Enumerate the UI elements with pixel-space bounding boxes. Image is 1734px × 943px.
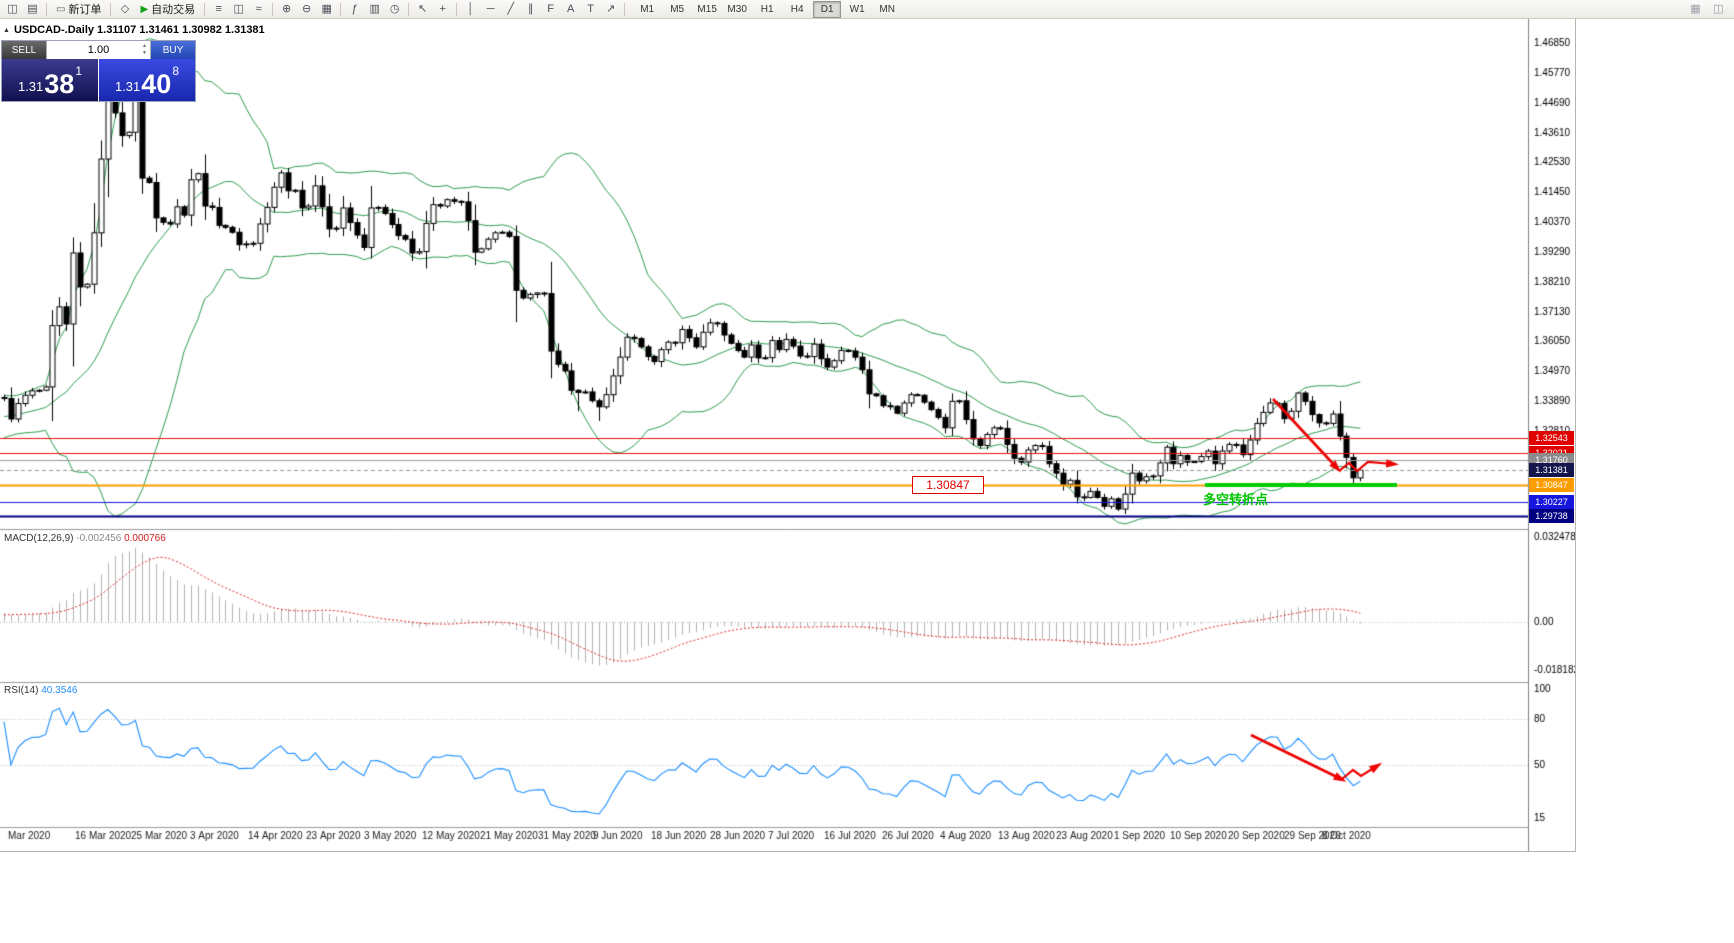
timeframe-m30-button[interactable]: M30 [727,3,747,15]
chart-bars-icon[interactable]: ≡ [215,3,222,15]
timeframe-h4-button[interactable]: H4 [790,3,804,15]
window-mode-icon[interactable]: ◫ [1713,3,1724,15]
horizontal-line-icon[interactable]: ─ [486,3,495,15]
period-icon[interactable]: ◷ [389,3,400,15]
volume-value[interactable]: 1.00 [87,44,110,56]
macd-indicator-label: MACD(12,26,9) -0.002456 0.000766 [4,533,166,544]
chart-marker-icon: ▲ [3,26,10,34]
buy-price-pips: 40 [141,69,172,99]
chart-window: ▲ USDCAD-.Daily 1.31107 1.31461 1.30982 … [0,19,1576,852]
price-chart-canvas[interactable] [0,19,1575,851]
macd-signal-value: 0.000766 [124,533,166,544]
sell-price-pips: 38 [44,69,75,99]
buy-price-sup: 8 [172,64,180,78]
main-toolbar: ◫ ▤ ▭ 新订单 ◇ ▶ 自动交易 ≡ ◫ ≈ ⊕ ⊖ ▦ ƒ ▥ ◷ ↖ + │ ─ ╱ ∥ F A T ↗ M1 M5 M15 M… [0,0,1734,19]
sell-price-button[interactable]: 1.31 38 1 [2,59,98,101]
new-order-button-label: 新订单 [68,4,102,16]
chart-line-icon[interactable]: ≈ [255,3,262,15]
toolbar-separator [340,2,342,16]
one-click-trading-panel: SELL 1.00 ▲ ▼ BUY 1.31 38 1 1.31 [1,40,196,102]
fibonacci-icon[interactable]: F [547,3,555,15]
toolbar-separator [46,2,47,16]
timeframe-d1-button[interactable]: D1 [813,0,842,18]
profiles-icon[interactable]: ▤ [27,3,38,15]
autotrading-icon: ▶ [140,3,149,15]
new-order-icon: ▭ [56,3,66,15]
tile-windows-icon[interactable]: ▦ [321,3,332,15]
sell-price-big: 1.31 [17,79,44,94]
rsi-indicator-label: RSI(14) 40.3546 [4,685,77,696]
toolbar-separator [456,2,458,16]
timeframe-m15-button[interactable]: M15 [697,3,717,15]
fullscreen-icon[interactable]: ▦ [1690,3,1701,15]
new-order-button[interactable]: ▭ 新订单 [51,1,106,17]
new-chart-icon[interactable]: ◫ [7,3,18,15]
autotrading-button[interactable]: ▶ 自动交易 [135,1,200,17]
zoom-out-icon[interactable]: ⊖ [302,3,312,15]
volume-spinner[interactable]: ▲ ▼ [142,43,147,57]
timeframe-h1-button[interactable]: H1 [760,3,774,15]
volume-input[interactable]: 1.00 ▲ ▼ [46,41,151,59]
text-icon[interactable]: A [566,3,575,15]
chart-title-text: USDCAD-.Daily 1.31107 1.31461 1.30982 1.… [13,24,265,36]
timeframe-w1-button[interactable]: W1 [849,3,865,15]
timeframe-m5-button[interactable]: M5 [670,3,685,15]
price-tag[interactable]: 1.29738 [1529,509,1574,523]
macd-main-value: -0.002456 [76,533,122,544]
label-icon[interactable]: T [587,3,595,15]
spinner-up-icon[interactable]: ▲ [142,43,147,49]
rsi-name: RSI(14) [4,685,39,696]
cursor-icon[interactable]: ↖ [418,3,428,15]
trendline-icon[interactable]: ╱ [507,3,514,15]
sell-button[interactable]: SELL [2,41,46,59]
templates-icon[interactable]: ▥ [369,3,380,15]
channel-icon[interactable]: ∥ [527,3,534,15]
price-tag[interactable]: 1.30847 [1529,478,1574,492]
timeframe-mn-button[interactable]: MN [879,3,895,15]
toolbar-left-group: ◫ ▤ ▭ 新订单 ◇ ▶ 自动交易 ≡ ◫ ≈ ⊕ ⊖ ▦ ƒ ▥ ◷ ↖ + │ ─ ╱ ∥ F A T ↗ [3,1,628,17]
chart-candles-icon[interactable]: ◫ [233,3,244,15]
price-tag[interactable]: 1.32543 [1529,431,1574,445]
macd-name: MACD(12,26,9) [4,533,74,544]
spinner-down-icon[interactable]: ▼ [142,50,147,56]
buy-button[interactable]: BUY [151,41,195,59]
toolbar-right-icons: ▦ ◫ [1686,1,1728,17]
chart-title: ▲ USDCAD-.Daily 1.31107 1.31461 1.30982 … [3,24,265,36]
zoom-in-icon[interactable]: ⊕ [282,3,292,15]
crosshair-icon[interactable]: + [439,3,446,15]
toolbar-separator [110,2,112,16]
vertical-line-icon[interactable]: │ [467,3,475,15]
timeframe-toolbar: M1 M5 M15 M30 H1 H4 D1 W1 MN [633,0,901,18]
arrows-icon[interactable]: ↗ [606,3,616,15]
toolbar-separator [272,2,274,16]
indicators-icon[interactable]: ƒ [351,3,358,15]
timeframe-m1-button[interactable]: M1 [640,3,655,15]
buy-price-button[interactable]: 1.31 40 8 [99,59,195,101]
turning-point-annotation[interactable]: 多空转折点 [1203,492,1269,507]
rsi-value: 40.3546 [41,685,78,696]
support-price-annotation[interactable]: 1.30847 [912,476,984,494]
price-tag[interactable]: 1.31381 [1529,463,1574,477]
autotrading-button-label: 自动交易 [151,4,196,16]
toolbar-separator [624,2,626,16]
toolbar-separator [408,2,410,16]
price-tag[interactable]: 1.30227 [1529,495,1574,509]
buy-price-big: 1.31 [114,79,141,94]
sell-price-sup: 1 [75,64,83,78]
expert-advisors-icon[interactable]: ◇ [120,3,130,15]
toolbar-separator [204,2,206,16]
